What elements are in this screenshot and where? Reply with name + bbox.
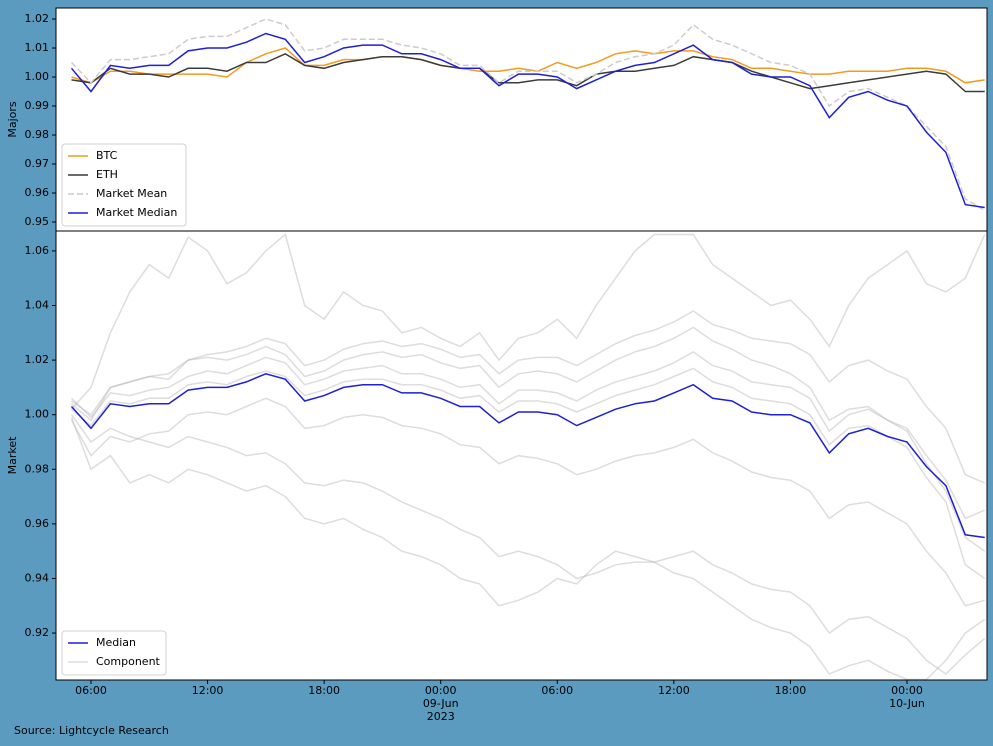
- component-line: [70, 233, 986, 410]
- plot-area: [56, 8, 987, 231]
- y-tick-label: 1.06: [25, 244, 50, 257]
- series-line: [70, 32, 985, 209]
- series-group: [70, 233, 986, 680]
- legend-label: ETH: [96, 168, 118, 181]
- y-tick-label: 0.95: [25, 215, 50, 228]
- y-tick-label: 1.04: [25, 299, 50, 312]
- y-tick-label: 0.97: [25, 157, 50, 170]
- y-tick-label: 1.02: [25, 353, 50, 366]
- series-line: [70, 373, 985, 539]
- y-tick-label: 1.02: [25, 12, 50, 25]
- y-tick-label: 1.01: [25, 41, 50, 54]
- y-tick-label: 1.00: [25, 408, 50, 421]
- plot-frame: [55, 230, 988, 681]
- y-axis-label: Majors: [6, 101, 19, 138]
- series-line: [70, 18, 986, 212]
- source-note: Source: Lightcycle Research: [14, 724, 169, 737]
- component-line: [71, 367, 986, 580]
- component-line: [70, 351, 985, 520]
- component-line: [71, 326, 986, 552]
- y-axis-label: Market: [6, 436, 19, 474]
- component-line: [71, 310, 985, 484]
- legend-label: Market Median: [96, 206, 177, 219]
- legend-box: [61, 630, 167, 676]
- series-line: [71, 47, 985, 84]
- y-tick-label: 0.98: [25, 462, 50, 475]
- y-tick-label: 1.00: [25, 70, 50, 83]
- x-tick-label: 06:00: [75, 684, 107, 697]
- x-tick-label: 18:00: [308, 684, 340, 697]
- x-tick-label: 06:00: [541, 684, 574, 697]
- y-tick-label: 0.96: [25, 517, 50, 530]
- component-line: [70, 397, 985, 607]
- x-tick-label: 00:00 09-Jun 2023: [422, 684, 459, 723]
- y-tick-label: 0.96: [25, 186, 50, 199]
- legend-box: [61, 143, 187, 227]
- plot-area: [56, 231, 987, 680]
- y-tick-label: 0.92: [25, 626, 50, 639]
- y-tick-label: 0.99: [25, 99, 50, 112]
- component-line: [70, 414, 986, 675]
- series-group: [70, 18, 986, 212]
- y-tick-label: 0.98: [25, 128, 50, 141]
- x-tick-label: 18:00: [774, 684, 807, 697]
- component-line: [70, 417, 986, 680]
- series-line: [71, 52, 985, 93]
- x-tick-label: 12:00: [658, 684, 690, 697]
- legend-label: Median: [96, 636, 136, 649]
- y-tick-label: 0.94: [25, 571, 50, 584]
- legend-label: Market Mean: [96, 187, 167, 200]
- legend-label: Component: [96, 655, 161, 668]
- legend-label: BTC: [96, 149, 118, 162]
- x-tick-label: 12:00: [191, 684, 224, 697]
- x-tick-label: 00:00 10-Jun: [889, 684, 925, 710]
